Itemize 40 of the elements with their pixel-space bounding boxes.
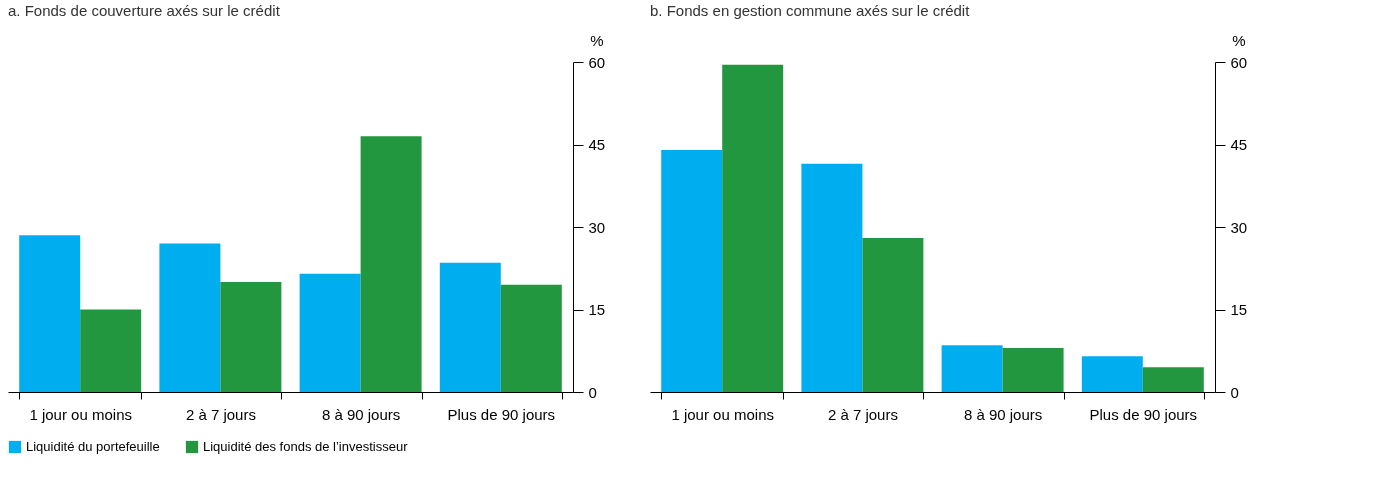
bar bbox=[220, 282, 282, 392]
x-tick-label: 8 à 90 jours bbox=[321, 405, 401, 423]
legend-label: Liquidité des fonds de l’investisseur bbox=[203, 439, 409, 454]
legend-label: Liquidité du portefeuille bbox=[26, 439, 160, 454]
bar bbox=[500, 284, 562, 392]
y-tick-label: 60 bbox=[1230, 53, 1248, 71]
bar bbox=[1142, 367, 1204, 392]
bar bbox=[661, 150, 723, 392]
chart-title: a. Fonds de couverture axés sur le crédit bbox=[8, 2, 281, 19]
x-tick-label: 2 à 7 jours bbox=[185, 405, 256, 423]
x-tick-label: 1 jour ou moins bbox=[671, 405, 774, 423]
bar bbox=[862, 238, 924, 392]
x-tick-label: 2 à 7 jours bbox=[827, 405, 898, 423]
y-tick-label: 15 bbox=[588, 301, 606, 318]
x-tick-label: 1 jour ou moins bbox=[29, 405, 132, 423]
bar bbox=[1081, 356, 1143, 392]
x-tick-label: 8 à 90 jours bbox=[963, 405, 1043, 423]
y-tick-label: 60 bbox=[588, 53, 606, 71]
y-tick-label: 45 bbox=[588, 136, 606, 153]
bar bbox=[299, 273, 361, 392]
chart-title: b. Fonds en gestion commune axés sur le crédit bbox=[650, 2, 971, 19]
y-axis-title: % bbox=[590, 31, 604, 49]
bar bbox=[19, 235, 81, 392]
y-tick-label: 30 bbox=[588, 218, 606, 236]
bar bbox=[439, 262, 501, 392]
bar bbox=[80, 309, 142, 392]
bar bbox=[801, 163, 863, 392]
y-axis-title: % bbox=[1232, 31, 1246, 49]
bar bbox=[1002, 348, 1064, 392]
x-tick-label: Plus de 90 jours bbox=[1089, 405, 1198, 423]
y-tick-label: 45 bbox=[1230, 136, 1248, 153]
y-tick-label: 30 bbox=[1230, 218, 1248, 236]
bar bbox=[360, 136, 422, 392]
y-tick-label: 15 bbox=[1230, 301, 1248, 318]
bar bbox=[159, 243, 221, 392]
bar bbox=[722, 64, 784, 392]
y-tick-label: 0 bbox=[1230, 383, 1239, 401]
y-tick-label: 0 bbox=[588, 383, 597, 401]
bar bbox=[941, 345, 1003, 392]
x-tick-label: Plus de 90 jours bbox=[447, 405, 556, 423]
